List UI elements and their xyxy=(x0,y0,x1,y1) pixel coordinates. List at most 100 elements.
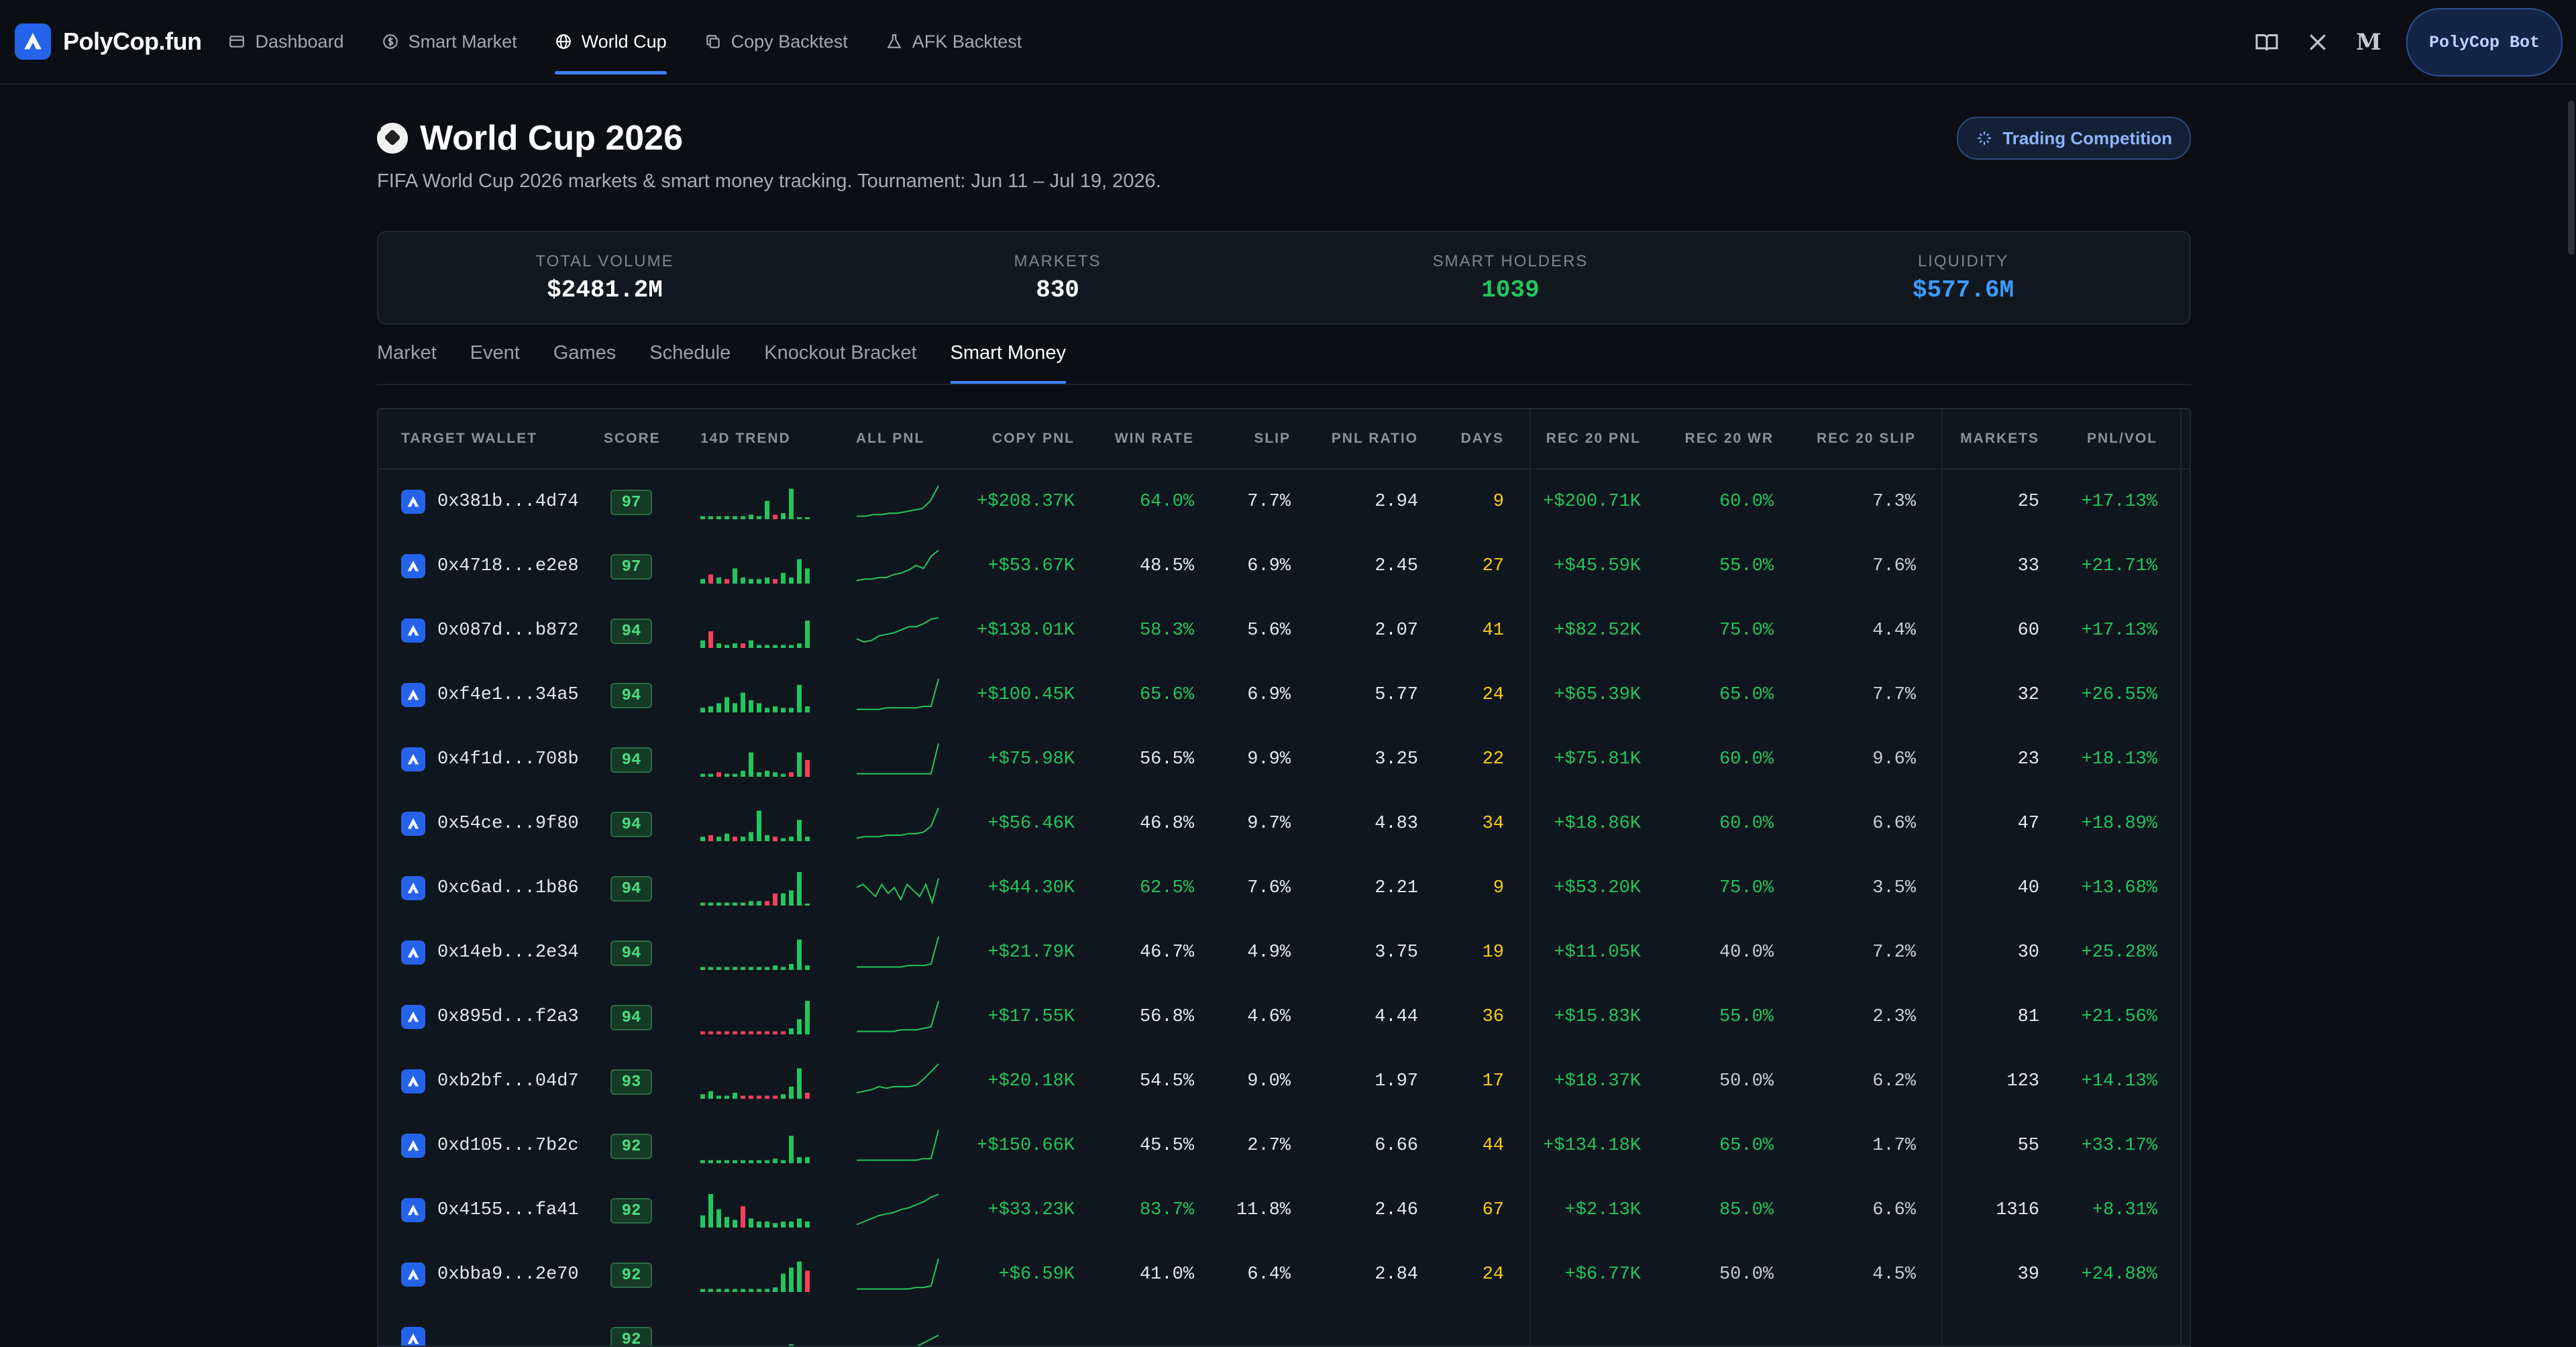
pnl-sparkline xyxy=(856,1063,939,1093)
polycop-bot-button[interactable]: PolyCop Bot xyxy=(2406,8,2563,76)
column-header-copy-pnl[interactable]: COPY PNL xyxy=(992,431,1075,446)
smart-money-table: TARGET WALLET SCORE 14D TREND ALL PNL COPY P… xyxy=(377,408,2191,1347)
column-header-pnl-vol[interactable]: PNL/VOL xyxy=(2086,431,2157,446)
wallet-address[interactable]: 0x4718...e2e8 xyxy=(437,556,579,576)
nav-afk-backtest[interactable]: AFK Backtest xyxy=(885,0,1022,84)
tab-event[interactable]: Event xyxy=(470,342,520,364)
wallet-address[interactable]: 0x4f1d...708b xyxy=(437,749,579,769)
trend-bar xyxy=(773,837,777,841)
table-row[interactable]: 0x4718...e2e8 97 +$53.67K 48.5% 6.9% 2.45 27 +$… xyxy=(378,534,2190,598)
wallet-avatar-icon xyxy=(401,1134,425,1158)
wallet-address[interactable]: 0x087d...b872 xyxy=(437,621,579,641)
tab-smart-money[interactable]: Smart Money xyxy=(950,342,1067,384)
tab-knockout-bracket[interactable]: Knockout Bracket xyxy=(764,342,917,364)
score-badge: 94 xyxy=(610,618,652,644)
trading-competition-button[interactable]: Trading Competition xyxy=(1957,117,2191,160)
trend-bar xyxy=(757,1031,761,1034)
pnl-line xyxy=(856,616,939,643)
wallet-address[interactable]: 0xb2bf...04d7 xyxy=(437,1071,579,1091)
trend-bars xyxy=(700,559,810,584)
trend-bar xyxy=(741,1206,745,1228)
nav-smart-market[interactable]: Smart Market xyxy=(382,0,517,84)
score-badge: 94 xyxy=(610,812,652,837)
trend-bar xyxy=(781,1094,786,1099)
trend-bars xyxy=(700,1001,810,1034)
trend-bar xyxy=(781,967,786,970)
wallet-address[interactable]: 0xd105...7b2c xyxy=(437,1136,579,1156)
trend-bar xyxy=(773,1095,777,1099)
column-header-rec-20-wr[interactable]: REC 20 WR xyxy=(1684,431,1774,446)
column-header-score[interactable]: SCORE xyxy=(604,431,661,446)
column-header-target-wallet[interactable]: TARGET WALLET xyxy=(401,431,537,446)
pnl-line xyxy=(856,1193,939,1226)
wallet-address[interactable]: 0xf4e1...34a5 xyxy=(437,685,579,705)
x-logo-icon[interactable] xyxy=(2304,29,2331,56)
wallet-address[interactable]: 0xc6ad...1b86 xyxy=(437,878,579,898)
wallet-address[interactable]: 0x14eb...2e34 xyxy=(437,942,579,963)
column-header-slip[interactable]: SLIP xyxy=(1254,431,1291,446)
column-header-rec-20-slip[interactable]: REC 20 SLIP xyxy=(1816,431,1916,446)
table-row[interactable]: 0x381b...4d74 97 +$208.37K 64.0% 7.7% 2.94 9 +$… xyxy=(378,470,2190,534)
table-row[interactable]: 92 xyxy=(378,1307,2190,1346)
column-header-14d-trend[interactable]: 14D TREND xyxy=(700,431,791,446)
cell-days: 9 xyxy=(1493,492,1504,512)
trend-bar xyxy=(789,1086,794,1099)
wallet-address[interactable]: 0xbba9...2e70 xyxy=(437,1264,579,1285)
trend-bar xyxy=(773,772,777,777)
wallet-address[interactable]: 0x895d...f2a3 xyxy=(437,1007,579,1027)
cell-rec-pnl: +$15.83K xyxy=(1554,1007,1641,1027)
cell-rec-slip: 6.6% xyxy=(1872,814,1916,834)
column-header-win-rate[interactable]: WIN RATE xyxy=(1114,431,1194,446)
pnl-sparkline xyxy=(856,549,939,582)
table-row[interactable]: 0x4155...fa41 92 +$33.23K 83.7% 11.8% 2.46 67 +… xyxy=(378,1178,2190,1242)
wallet-address[interactable]: 0x4155...fa41 xyxy=(437,1200,579,1220)
nav-world-cup[interactable]: World Cup xyxy=(554,0,667,84)
table-row[interactable]: 0x087d...b872 94 +$138.01K 58.3% 5.6% 2.07 41 +… xyxy=(378,598,2190,663)
trend-bar xyxy=(781,1221,786,1228)
table-row[interactable]: 0xc6ad...1b86 94 +$44.30K 62.5% 7.6% 2.21 9 +$5… xyxy=(378,856,2190,920)
trend-bar xyxy=(789,1028,794,1034)
medium-logo-icon[interactable]: M xyxy=(2356,29,2381,56)
score-badge: 92 xyxy=(610,1327,652,1346)
table-row[interactable]: 0xbba9...2e70 92 +$6.59K 41.0% 6.4% 2.84 24 +$6… xyxy=(378,1242,2190,1307)
table-row[interactable]: 0x4f1d...708b 94 +$75.98K 56.5% 9.9% 3.25 22 +$… xyxy=(378,727,2190,792)
trend-bar xyxy=(741,643,745,648)
trend-bar xyxy=(757,772,761,777)
trend-bar xyxy=(781,1031,786,1034)
tab-schedule[interactable]: Schedule xyxy=(649,342,731,364)
table-row[interactable]: 0xd105...7b2c 92 +$150.66K 45.5% 2.7% 6.66 44 +… xyxy=(378,1114,2190,1178)
table-row[interactable]: 0x14eb...2e34 94 +$21.79K 46.7% 4.9% 3.75 19 +$… xyxy=(378,920,2190,985)
cell-rec-slip: 9.6% xyxy=(1872,749,1916,769)
trend-bar xyxy=(724,773,729,777)
cell-pnl-ratio: 2.45 xyxy=(1375,556,1418,576)
book-icon[interactable] xyxy=(2253,29,2280,56)
cell-pnl-vol: +13.68% xyxy=(2081,878,2157,898)
trend-bar xyxy=(765,834,769,841)
wallet-address[interactable]: 0x54ce...9f80 xyxy=(437,814,579,834)
column-header-markets[interactable]: MARKETS xyxy=(1960,431,2039,446)
tab-games[interactable]: Games xyxy=(553,342,616,364)
nav-copy-backtest[interactable]: Copy Backtest xyxy=(704,0,848,84)
column-header-pnl-ratio[interactable]: PNL RATIO xyxy=(1331,431,1418,446)
table-row[interactable]: 0xf4e1...34a5 94 +$100.45K 65.6% 6.9% 5.77 24 +… xyxy=(378,663,2190,727)
column-header-all-pnl[interactable]: ALL PNL xyxy=(856,431,925,446)
tab-market[interactable]: Market xyxy=(377,342,437,364)
page-scrollbar[interactable] xyxy=(2568,101,2575,255)
column-header-rec-20-pnl[interactable]: REC 20 PNL xyxy=(1546,431,1641,446)
nav-dashboard[interactable]: Dashboard xyxy=(228,0,344,84)
cell-rec-wr: 55.0% xyxy=(1719,1007,1774,1027)
cell-markets: 55 xyxy=(2017,1136,2039,1156)
trend-bar xyxy=(805,706,810,712)
brand[interactable]: PolyCop.fun xyxy=(15,23,202,60)
trend-bar xyxy=(765,1160,769,1163)
column-header-days[interactable]: DAYS xyxy=(1460,431,1504,446)
wallet-address[interactable]: 0x381b...4d74 xyxy=(437,492,579,512)
trend-bar xyxy=(797,872,802,906)
cell-win-rate: 62.5% xyxy=(1139,878,1194,898)
table-row[interactable]: 0x54ce...9f80 94 +$56.46K 46.8% 9.7% 4.83 34 +$… xyxy=(378,792,2190,856)
table-row[interactable]: 0x895d...f2a3 94 +$17.55K 56.8% 4.6% 4.44 36 +$… xyxy=(378,985,2190,1049)
trend-bar xyxy=(741,770,745,777)
flask-icon xyxy=(887,34,902,48)
trend-bar xyxy=(781,773,786,777)
table-row[interactable]: 0xb2bf...04d7 93 +$20.18K 54.5% 9.0% 1.97 17 +$… xyxy=(378,1049,2190,1114)
